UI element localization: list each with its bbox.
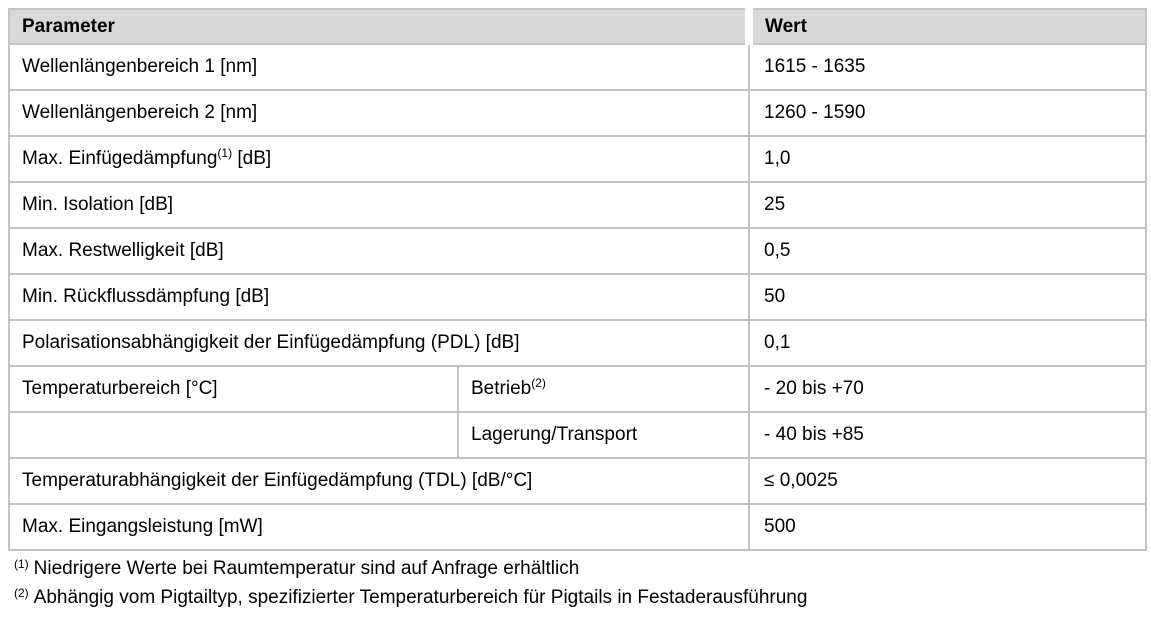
footnote-marker: (1) xyxy=(14,557,29,571)
value-cell: 50 xyxy=(748,273,1148,321)
table-row: Min. Rückflussdämpfung [dB] 50 xyxy=(7,273,1148,321)
parameter-label: Max. Eingangsleistung [mW] xyxy=(22,516,263,537)
parameter-cell: Max. Restwelligkeit [dB] xyxy=(7,227,751,275)
footnote-text: Abhängig vom Pigtailtyp, spezifizierter … xyxy=(33,587,808,608)
column-header-wert-label: Wert xyxy=(765,15,807,37)
value-label: ≤ 0,0025 xyxy=(764,470,838,491)
parameter-label: Wellenlängenbereich 1 [nm] xyxy=(22,56,258,77)
parameter-cell: Temperaturabhängigkeit der Einfügedämpfu… xyxy=(7,457,751,505)
value-label: 25 xyxy=(764,194,786,215)
parameter-cell: Max. Einfügedämpfung(1) [dB] xyxy=(7,135,751,183)
parameter-label: Min. Isolation [dB] xyxy=(22,194,174,215)
parameter-label: Polarisationsabhängigkeit der Einfügedäm… xyxy=(22,332,520,353)
value-cell: 1260 - 1590 xyxy=(748,89,1148,137)
value-label: 0,5 xyxy=(764,240,791,261)
parameter-cell: Wellenlängenbereich 2 [nm] xyxy=(7,89,751,137)
parameter-label: Min. Rückflussdämpfung [dB] xyxy=(22,286,270,307)
parameter-label: Wellenlängenbereich 2 [nm] xyxy=(22,102,258,123)
value-cell: 500 xyxy=(748,503,1148,551)
footnote-marker: (2) xyxy=(531,376,546,390)
parameter-table: Parameter Wert Wellenlängenbereich 1 [nm… xyxy=(7,8,1148,551)
value-label: 1,0 xyxy=(764,148,791,169)
value-label: 0,1 xyxy=(764,332,791,353)
parameter-cell: Max. Eingangsleistung [mW] xyxy=(7,503,751,551)
parameter-label: Max. Restwelligkeit [dB] xyxy=(22,240,224,261)
value-label: - 40 bis +85 xyxy=(764,424,864,445)
column-header-parameter: Parameter xyxy=(7,8,751,45)
parameter-cell: Wellenlängenbereich 1 [nm] xyxy=(7,43,751,91)
sub-parameter-cell: Lagerung/Transport xyxy=(456,411,751,459)
footnote-1: (1) Niedrigere Werte bei Raumtemperatur s… xyxy=(14,555,1151,584)
value-label: - 20 bis +70 xyxy=(764,378,864,399)
footnote-2: (2) Abhängig vom Pigtailtyp, spezifiziert… xyxy=(14,584,1151,613)
table-row: Temperaturbereich [°C] Betrieb(2) - 20 b… xyxy=(8,365,1148,413)
value-cell: 0,1 xyxy=(748,319,1148,367)
table-row: Polarisationsabhängigkeit der Einfügedäm… xyxy=(7,319,1148,367)
value-cell: 25 xyxy=(748,181,1148,229)
sub-parameter-cell: Betrieb(2) xyxy=(456,365,751,413)
value-label: 1615 - 1635 xyxy=(764,56,866,77)
parameter-cell: Min. Rückflussdämpfung [dB] xyxy=(7,273,751,321)
parameter-label: Max. Einfügedämpfung xyxy=(22,148,218,169)
footnotes: (1) Niedrigere Werte bei Raumtemperatur s… xyxy=(8,555,1151,613)
table-row: Lagerung/Transport - 40 bis +85 xyxy=(8,411,1148,459)
value-label: 50 xyxy=(764,286,786,307)
table-row: Max. Restwelligkeit [dB] 0,5 xyxy=(7,227,1148,275)
sub-parameter-label: Lagerung/Transport xyxy=(471,424,638,445)
value-cell: 1615 - 1635 xyxy=(748,43,1148,91)
value-cell: - 20 bis +70 xyxy=(748,365,1148,413)
column-header-parameter-label: Parameter xyxy=(22,15,115,37)
value-cell: - 40 bis +85 xyxy=(748,411,1148,459)
footnote-marker: (2) xyxy=(14,586,29,600)
footnote-marker: (1) xyxy=(217,146,233,160)
table-row: Min. Isolation [dB] 25 xyxy=(7,181,1148,229)
value-cell: 0,5 xyxy=(748,227,1148,275)
table-row: Max. Einfügedämpfung(1) [dB] 1,0 xyxy=(7,135,1148,183)
parameter-label-suffix: [dB] xyxy=(232,148,272,169)
parameter-label: Temperaturabhängigkeit der Einfügedämpfu… xyxy=(22,470,533,491)
parameter-cell xyxy=(8,411,459,459)
column-header-wert: Wert xyxy=(745,8,1148,45)
sub-parameter-label: Betrieb xyxy=(471,378,532,399)
footnote-text: Niedrigere Werte bei Raumtemperatur sind… xyxy=(33,558,580,579)
table-header-row: Parameter Wert xyxy=(7,8,1148,45)
parameter-cell: Min. Isolation [dB] xyxy=(7,181,751,229)
value-cell: 1,0 xyxy=(748,135,1148,183)
value-label: 1260 - 1590 xyxy=(764,102,866,123)
table-row: Max. Eingangsleistung [mW] 500 xyxy=(7,503,1148,551)
table-row: Wellenlängenbereich 1 [nm] 1615 - 1635 xyxy=(7,43,1148,91)
table-row: Wellenlängenbereich 2 [nm] 1260 - 1590 xyxy=(7,89,1148,137)
parameter-cell: Temperaturbereich [°C] xyxy=(8,365,459,413)
value-label: 500 xyxy=(764,516,796,537)
parameter-label: Temperaturbereich [°C] xyxy=(22,378,218,399)
parameter-cell: Polarisationsabhängigkeit der Einfügedäm… xyxy=(7,319,751,367)
table-row: Temperaturabhängigkeit der Einfügedämpfu… xyxy=(7,457,1148,505)
value-cell: ≤ 0,0025 xyxy=(748,457,1148,505)
